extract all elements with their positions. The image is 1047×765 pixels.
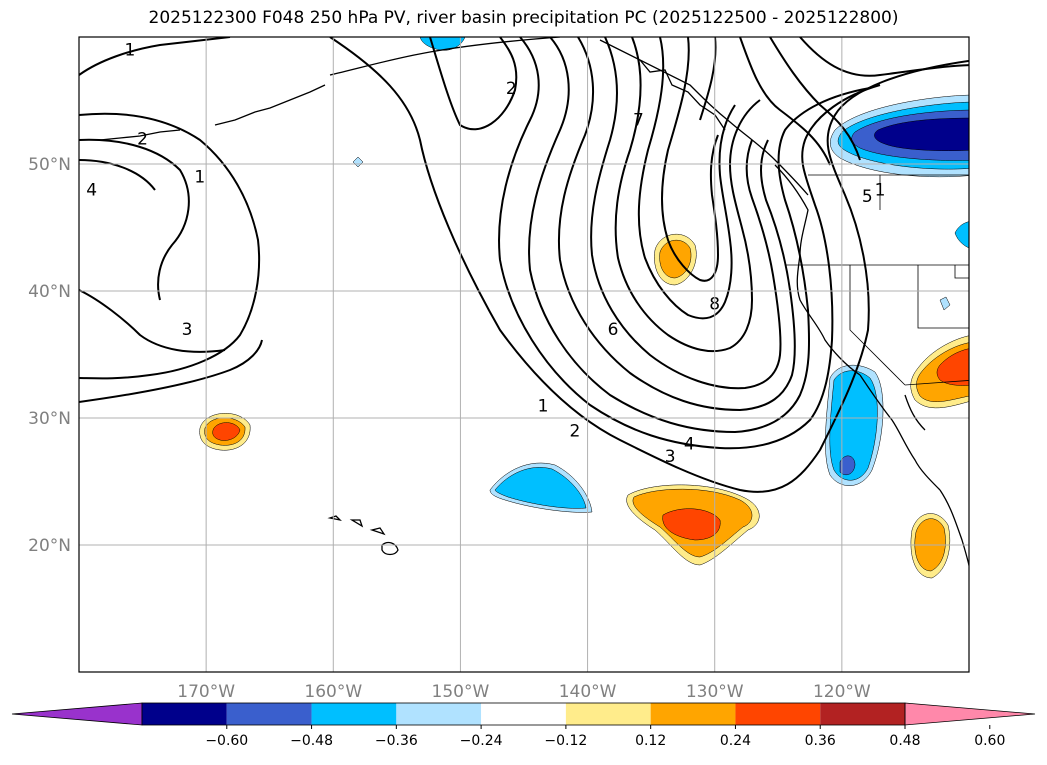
lon-label: 150°W bbox=[432, 682, 490, 702]
colorbar-swatch bbox=[820, 703, 905, 725]
pv-contour-label: 2 bbox=[506, 79, 517, 99]
pv-contour-label: 1 bbox=[124, 41, 135, 61]
colorbar-tick-label: −0.24 bbox=[460, 733, 503, 749]
colorbar-frame bbox=[141, 702, 906, 726]
lon-label: 130°W bbox=[686, 682, 744, 702]
pv-contour-label: 2 bbox=[569, 422, 580, 442]
pv-contours bbox=[79, 37, 969, 493]
colorbar-swatch bbox=[650, 703, 736, 725]
pv-contour-label: 2 bbox=[137, 130, 148, 150]
lat-label: 50°N bbox=[28, 155, 71, 175]
colorbar-tick-label: −0.12 bbox=[544, 733, 587, 749]
colorbar-swatch bbox=[396, 703, 482, 725]
lon-label: 140°W bbox=[559, 682, 617, 702]
colorbar-swatch bbox=[311, 703, 397, 725]
colorbar-tick-label: 0.24 bbox=[720, 733, 751, 749]
map-frame bbox=[78, 36, 970, 673]
pv-contour-label: 5 bbox=[862, 187, 873, 207]
colorbar-tick-label: −0.36 bbox=[375, 733, 418, 749]
colorbar-tick-label: 0.60 bbox=[974, 733, 1005, 749]
lat-labels: 50°N 40°N 30°N 20°N bbox=[28, 155, 71, 556]
colorbar-tick-label: −0.48 bbox=[290, 733, 333, 749]
pv-contour-label: 7 bbox=[633, 111, 644, 131]
lon-label: 170°W bbox=[177, 682, 235, 702]
pv-contour-label: 1 bbox=[194, 168, 205, 188]
colorbar-swatch bbox=[735, 703, 821, 725]
lat-label: 30°N bbox=[28, 409, 71, 429]
pv-contour-label: 3 bbox=[665, 447, 676, 467]
pv-contour-label: 4 bbox=[86, 180, 97, 200]
colorbar-swatch bbox=[142, 703, 227, 725]
lat-label: 20°N bbox=[28, 536, 71, 556]
gridlines bbox=[79, 37, 969, 672]
colorbar-swatch bbox=[565, 703, 651, 725]
pv-contour-label: 1 bbox=[875, 180, 886, 200]
colorbar-extend-low bbox=[11, 702, 143, 726]
colorbar-swatch bbox=[481, 703, 566, 725]
colorbar-swatch bbox=[226, 703, 312, 725]
pv-contour-label: 1 bbox=[538, 396, 549, 416]
lon-labels: 170°W 160°W 150°W 140°W 130°W 120°W bbox=[177, 682, 871, 702]
colorbar-tick-label: 0.36 bbox=[805, 733, 836, 749]
map-background bbox=[79, 37, 969, 672]
pv-contour-label: 3 bbox=[182, 320, 193, 340]
pv-contour-label: 6 bbox=[608, 320, 619, 340]
colorbar: −0.60 −0.48 −0.36 −0.24 −0.12 0.12 0.24 0.36 0.4… bbox=[11, 702, 1036, 749]
lat-label: 40°N bbox=[28, 282, 71, 302]
colorbar-tick-label: 0.12 bbox=[635, 733, 666, 749]
map-title: 2025122300 F048 250 hPa PV, river basin … bbox=[148, 8, 899, 28]
colorbar-tick-label: 0.48 bbox=[889, 733, 920, 749]
pv-contour-label: 4 bbox=[684, 434, 695, 454]
lon-label: 160°W bbox=[304, 682, 362, 702]
colorbar-extend-high bbox=[904, 702, 1036, 726]
colorbar-tick-label: −0.60 bbox=[205, 733, 248, 749]
lon-label: 120°W bbox=[813, 682, 871, 702]
